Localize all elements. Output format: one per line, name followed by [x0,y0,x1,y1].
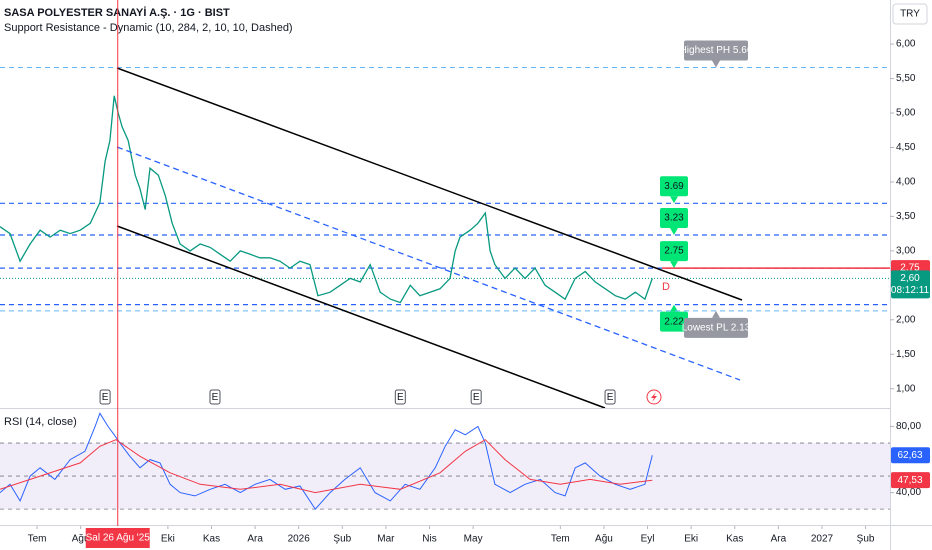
rsi-value-box [891,472,930,489]
signal: D [662,281,670,293]
channel-upper [116,67,743,301]
x-tick-label: Tem [551,534,570,545]
y-tick-label: 6,00 [896,39,916,50]
indicator-title: Support Resistance - Dynamic (10, 284, 2… [4,22,293,34]
x-tick-label: Ağu [595,534,613,545]
level-tag-pointer [712,60,720,68]
y-tick-label: 5,50 [896,73,916,84]
event-marker [209,389,221,405]
channel-lower [116,225,606,409]
event-label: E [397,392,404,403]
level-tag-box [684,317,748,338]
y-tick-label: 3,00 [896,246,916,257]
x-tick-label: Tem [28,534,47,545]
y-tick-label: 5,00 [896,108,916,119]
x-tick-label: Mar [377,534,395,545]
x-tick-label: Şub [333,534,351,545]
currency-box[interactable] [892,3,928,25]
y-tick-label: 3,50 [896,211,916,222]
rsi-line [0,439,653,494]
x-tick-label: Kas [726,534,743,545]
x-tick-label: Şub [857,534,875,545]
level-tag-box [660,241,688,262]
level-tag-pointer [712,310,720,318]
rsi-value-label: 62,63 [897,450,922,461]
level-tag-pointer [670,304,678,312]
event-marker [470,389,482,405]
level-tag-label: Highest PH 5.66 [680,45,753,56]
x-tick-label: Nis [422,534,436,545]
level-tag-label: 2.22 [664,316,684,327]
level-tag-label: 3.23 [664,213,684,224]
level-tag-label: 3.69 [664,181,684,192]
x-tick-label: 2027 [811,534,834,545]
x-tick-label: Eki [161,534,175,545]
event-label: E [607,392,614,403]
y-tick-label: 40,00 [896,487,921,498]
currency[interactable]: TRY [900,9,920,20]
x-tick-label: Ağu [72,534,90,545]
level-tag-pointer [670,196,678,204]
crosshair-label: Sal 26 Ağu '25 [86,533,151,544]
rsi-pane [0,412,890,510]
x-tick-label: May [464,534,483,545]
y-tick-label: 4,50 [896,142,916,153]
level-tag-label: Lowest PL 2.13 [682,322,751,333]
level-tag-box [660,176,688,197]
level-tag-box [684,40,748,61]
countdown: 08:12:11 [891,285,930,296]
event-marker [99,389,111,405]
level-tag-box [660,311,688,332]
alert-icon [646,389,662,405]
price-line [0,95,653,304]
level-tag-label: 2.75 [664,246,684,257]
last-price-box [891,270,930,299]
level-tag-pointer [670,261,678,269]
rsi-band [0,443,890,510]
x-tick-label: Ara [247,534,263,545]
level-tag-box [660,208,688,229]
y-tick-label: 1,00 [896,383,916,394]
x-tick-label: Kas [203,534,220,545]
crosshair-label-box [85,528,150,548]
channel-mid [116,146,741,381]
event-label: E [473,392,480,403]
marker-price-label: 2,75 [900,263,920,274]
level-tag-pointer [670,228,678,236]
y-tick-label: 1,50 [896,349,916,360]
chart-title: SASA POLYESTER SANAYİ A.Ş. · 1G · BIST [4,6,230,19]
event-marker [604,389,616,405]
event-marker [394,389,406,405]
x-tick-label: Eyl [641,534,655,545]
y-tick-label: 80,00 [896,421,921,432]
rsi-title: RSI (14, close) [4,416,77,428]
x-tick-label: Ara [771,534,787,545]
rsi-value-label: 47,53 [897,475,922,486]
x-tick-label: 2026 [288,534,311,545]
last-price-label: 2,60 [900,273,920,284]
event-label: E [102,392,109,403]
x-tick-label: Eki [684,534,698,545]
y-tick-label: 2,00 [896,314,916,325]
rsi-value-box [891,447,930,464]
event-label: E [212,392,219,403]
y-tick-label: 4,00 [896,177,916,188]
